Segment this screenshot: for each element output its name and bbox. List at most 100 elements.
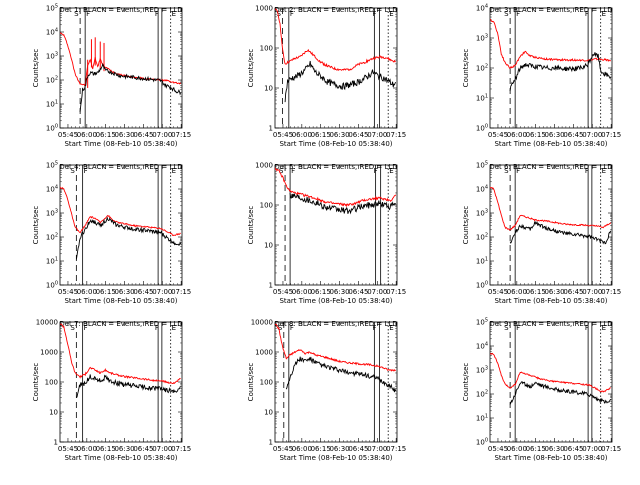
y-tick-label: 1000 xyxy=(255,349,273,357)
y-tick-label: 1000 xyxy=(255,162,273,170)
y-tick-label: 103 xyxy=(46,52,58,61)
y-tick-label: 103 xyxy=(476,209,488,218)
y-tick-label: 1 xyxy=(54,439,58,447)
x-tick-label: 06:00 xyxy=(292,445,312,453)
marker-label-f: F xyxy=(84,167,88,175)
x-tick-label: 06:00 xyxy=(77,288,97,296)
series-lld xyxy=(60,186,181,237)
y-tick-label: 100 xyxy=(476,281,488,290)
y-tick-label: 10 xyxy=(49,409,58,417)
y-tick-label: 100 xyxy=(260,379,273,387)
x-tick-label: 06:45 xyxy=(563,445,583,453)
x-tick-label: 06:45 xyxy=(133,445,153,453)
plot-frame xyxy=(489,321,613,443)
y-tick-label: 104 xyxy=(476,342,488,351)
y-tick-label: 10000 xyxy=(36,319,58,327)
x-axis-label: Start Time (08-Feb-10 05:38:40) xyxy=(279,297,392,305)
x-tick-label: 07:00 xyxy=(367,131,387,139)
x-tick-label: 07:15 xyxy=(171,445,191,453)
y-tick-label: 100 xyxy=(260,45,273,53)
series-lld xyxy=(490,18,612,69)
x-tick-label: 06:30 xyxy=(114,288,134,296)
x-tick-label: 06:00 xyxy=(507,131,527,139)
y-tick-label: 1 xyxy=(269,125,273,133)
marker-label-e: E xyxy=(172,167,176,175)
marker-label-f2: F xyxy=(585,167,589,175)
x-tick-label: 07:15 xyxy=(386,131,406,139)
panel-det-2: Det 2: BLACK = Events, RED = LLD 1 10 100 10… xyxy=(247,5,406,149)
marker-label-f: F xyxy=(84,324,88,332)
y-tick-label: 103 xyxy=(476,34,488,43)
x-tick-label: 06:45 xyxy=(133,288,153,296)
y-tick-label: 102 xyxy=(476,233,488,242)
plot-frame xyxy=(59,164,183,286)
x-tick-label: 06:15 xyxy=(526,288,546,296)
x-tick-label: 06:30 xyxy=(544,131,564,139)
x-tick-label: 07:15 xyxy=(386,288,406,296)
x-tick-label: 07:15 xyxy=(171,131,191,139)
series-events xyxy=(509,381,612,405)
series-events xyxy=(285,356,397,393)
x-tick-label: 06:00 xyxy=(77,131,97,139)
x-tick-label: 07:00 xyxy=(152,445,172,453)
y-axis-label: Counts/sec xyxy=(32,49,40,88)
x-tick-label: 06:30 xyxy=(329,131,349,139)
x-axis-label: Start Time (08-Feb-10 05:38:40) xyxy=(494,140,607,148)
y-tick-label: 103 xyxy=(46,209,58,218)
plot-frame xyxy=(59,7,183,129)
x-tick-label: 07:00 xyxy=(152,288,172,296)
y-tick-label: 103 xyxy=(476,366,488,375)
y-tick-label: 102 xyxy=(476,64,488,73)
series-lld xyxy=(490,352,611,393)
x-tick-label: 05:45 xyxy=(58,288,78,296)
plot-frame xyxy=(274,321,398,443)
x-tick-label: 06:15 xyxy=(96,288,116,296)
panel-det-6: Det 6: BLACK = Events, RED = LLD 100 101 10… xyxy=(462,161,621,306)
x-tick-label: 06:45 xyxy=(133,131,153,139)
y-tick-label: 101 xyxy=(46,257,58,266)
x-tick-label: 06:15 xyxy=(96,131,116,139)
x-tick-label: 07:00 xyxy=(152,131,172,139)
x-tick-label: 07:00 xyxy=(582,288,602,296)
marker-label-f2: F xyxy=(155,10,159,18)
marker-label-f: F xyxy=(290,10,294,18)
y-tick-label: 104 xyxy=(476,4,488,13)
x-tick-label: 06:00 xyxy=(507,288,527,296)
marker-label-s: S xyxy=(278,324,283,332)
series-lld xyxy=(275,323,396,372)
x-tick-label: 06:45 xyxy=(563,131,583,139)
y-tick-label: 104 xyxy=(46,28,58,37)
panel-det-9: Det 9: BLACK = Events, RED = LLD 100 101 10… xyxy=(462,318,621,463)
x-tick-label: 06:00 xyxy=(292,288,312,296)
x-tick-label: 06:45 xyxy=(348,288,368,296)
y-tick-label: 102 xyxy=(476,390,488,399)
panel-title: Det 5: BLACK = Events, RED = LLD xyxy=(274,163,397,171)
marker-label-e: E xyxy=(172,324,176,332)
series-events xyxy=(76,374,181,398)
marker-label-e: E xyxy=(389,324,393,332)
x-tick-label: 07:00 xyxy=(367,288,387,296)
series-events xyxy=(79,63,182,112)
marker-label-e: E xyxy=(389,167,393,175)
marker-label-f2: F xyxy=(155,167,159,175)
panel-title: Det 1: BLACK = Events, RED = LLD xyxy=(59,6,182,14)
y-tick-label: 105 xyxy=(46,161,58,170)
y-tick-label: 101 xyxy=(476,414,488,423)
panel-det-1: Det 1: BLACK = Events, RED = LLD 100 101 10… xyxy=(32,4,191,149)
marker-label-s: S xyxy=(74,10,79,18)
plot-frame xyxy=(489,164,613,286)
series-lld xyxy=(275,8,396,71)
marker-label-f2: F xyxy=(372,10,376,18)
x-tick-label: 06:00 xyxy=(507,445,527,453)
marker-label-e: E xyxy=(602,10,606,18)
x-tick-label: 06:15 xyxy=(311,131,331,139)
series-events xyxy=(509,52,612,92)
marker-label-f: F xyxy=(516,10,520,18)
y-axis-label: Counts/sec xyxy=(32,363,40,402)
x-tick-label: 06:45 xyxy=(348,445,368,453)
x-axis-label: Start Time (08-Feb-10 05:38:40) xyxy=(279,140,392,148)
y-tick-label: 10 xyxy=(264,85,273,93)
x-axis-label: Start Time (08-Feb-10 05:38:40) xyxy=(494,454,607,462)
x-tick-label: 06:15 xyxy=(526,445,546,453)
x-tick-label: 05:45 xyxy=(58,445,78,453)
